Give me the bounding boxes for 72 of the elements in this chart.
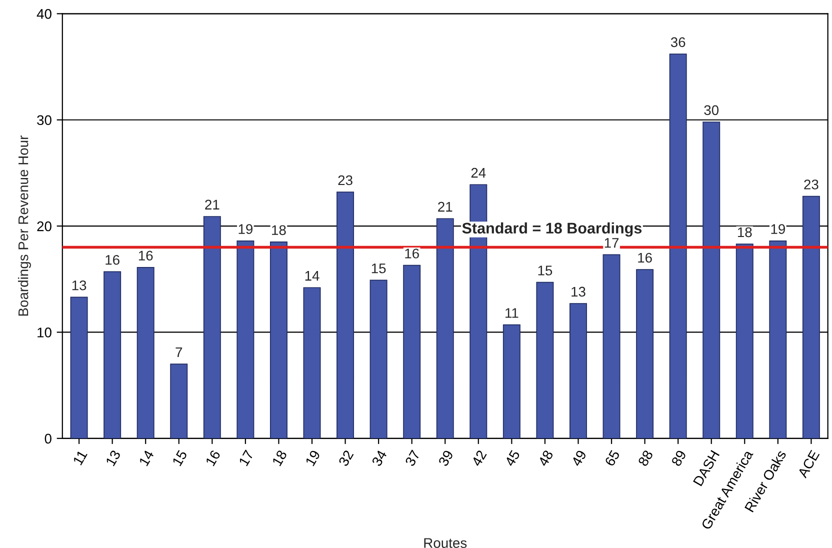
data-label: 15	[372, 264, 386, 274]
x-tick-label: 34	[371, 449, 388, 467]
y-tick-label: 40	[36, 9, 52, 19]
data-label: 16	[638, 252, 652, 263]
x-tick-label: 17	[238, 450, 254, 466]
y-tick-label: 20	[37, 221, 52, 232]
bar	[403, 264, 421, 438]
x-tick-label: 39	[438, 450, 454, 467]
y-tick-label: 10	[38, 328, 52, 338]
ref-line-label: Standard = 18 Boardings	[462, 222, 642, 237]
bar	[802, 196, 820, 438]
bar	[502, 324, 520, 438]
y-tick-label: 0	[44, 434, 52, 444]
x-tick-label: 48	[538, 450, 554, 468]
data-label: 13	[572, 286, 586, 297]
y-tick-label: 30	[37, 115, 52, 126]
bar	[769, 240, 787, 438]
x-tick-label: 11	[72, 450, 88, 466]
data-label: 18	[738, 227, 752, 238]
x-tick-label: 16	[205, 450, 221, 466]
bar	[104, 271, 122, 438]
data-label: 24	[471, 168, 486, 178]
bar	[536, 282, 554, 438]
bar	[702, 122, 720, 438]
x-axis-title: Routes	[424, 538, 467, 548]
data-label: 16	[106, 254, 120, 265]
x-tick-label: 13	[105, 450, 121, 466]
bar	[736, 244, 754, 438]
x-tick-label: 65	[604, 450, 620, 467]
bar	[136, 267, 154, 438]
data-label: 16	[138, 250, 153, 261]
bar	[602, 254, 620, 438]
x-tick-label: 15	[172, 450, 188, 466]
bar	[636, 269, 654, 438]
bar	[570, 303, 587, 438]
data-label: 14	[305, 271, 320, 281]
data-label: 18	[272, 225, 286, 236]
bar	[336, 192, 354, 438]
x-tick-label: 45	[504, 450, 520, 468]
bar	[669, 54, 687, 438]
x-tick-label: 18	[272, 450, 288, 466]
data-label: 7	[176, 347, 182, 358]
data-label: 17	[604, 238, 619, 248]
bar	[303, 287, 321, 438]
x-tick-label: 32	[338, 450, 354, 467]
bar	[203, 216, 221, 438]
bar	[236, 240, 254, 438]
data-label: 23	[804, 180, 818, 190]
bar	[370, 280, 388, 438]
data-label: 16	[405, 248, 419, 258]
data-label: 11	[506, 308, 518, 318]
data-label: 19	[238, 224, 253, 234]
x-tick-label: 89	[670, 450, 687, 467]
data-label: 13	[72, 280, 86, 290]
x-tick-label: 49	[570, 450, 587, 468]
bar	[170, 364, 188, 438]
y-axis-title: Boardings Per Revenue Hour	[18, 136, 31, 316]
data-label: 21	[205, 200, 220, 210]
data-label: 23	[338, 175, 352, 186]
bar	[70, 296, 88, 438]
x-tick-label: 14	[138, 449, 154, 466]
x-tick-label: 88	[638, 450, 654, 467]
bar	[436, 218, 454, 438]
data-label: 30	[704, 105, 719, 116]
x-tick-label: 37	[404, 450, 420, 467]
data-label: 15	[538, 266, 552, 276]
x-tick-label: 42	[471, 450, 487, 467]
bar	[270, 242, 288, 438]
data-label: 19	[771, 224, 785, 234]
x-tick-label: 19	[305, 450, 321, 466]
data-label: 36	[670, 37, 686, 48]
data-label: 21	[438, 202, 452, 212]
